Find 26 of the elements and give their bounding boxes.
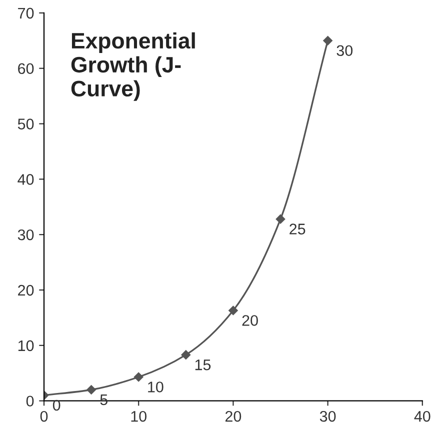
point [181, 350, 191, 360]
annotation: 25 [290, 224, 306, 234]
point [86, 385, 96, 394]
point [228, 306, 238, 316]
x-tick-label: 20 [225, 410, 242, 422]
point [276, 214, 286, 224]
y-tick-label: 50 [18, 118, 34, 130]
x-tick-label: 0 [40, 410, 48, 422]
text: Exponential Growth (J- Curve) [71, 32, 195, 101]
annotation: 20 [242, 315, 258, 326]
y-tick-label: 10 [18, 340, 34, 352]
annotation: 15 [195, 360, 211, 370]
y-tick-label: 20 [18, 284, 34, 296]
x-tick-label: 40 [414, 410, 430, 422]
y-tick-label: 0 [26, 396, 34, 407]
point [134, 372, 144, 382]
y-tick-label: 30 [18, 229, 34, 240]
y-tick-label: 70 [18, 8, 34, 19]
point [323, 36, 332, 46]
y-tick-label: 60 [18, 63, 34, 74]
x-tick-label: 10 [131, 410, 146, 422]
annotation: 10 [148, 382, 164, 392]
y-tick-label: 40 [18, 174, 34, 185]
annotation: 0 [52, 400, 60, 411]
annotation: 30 [336, 45, 353, 56]
x-tick-label: 30 [320, 410, 336, 422]
